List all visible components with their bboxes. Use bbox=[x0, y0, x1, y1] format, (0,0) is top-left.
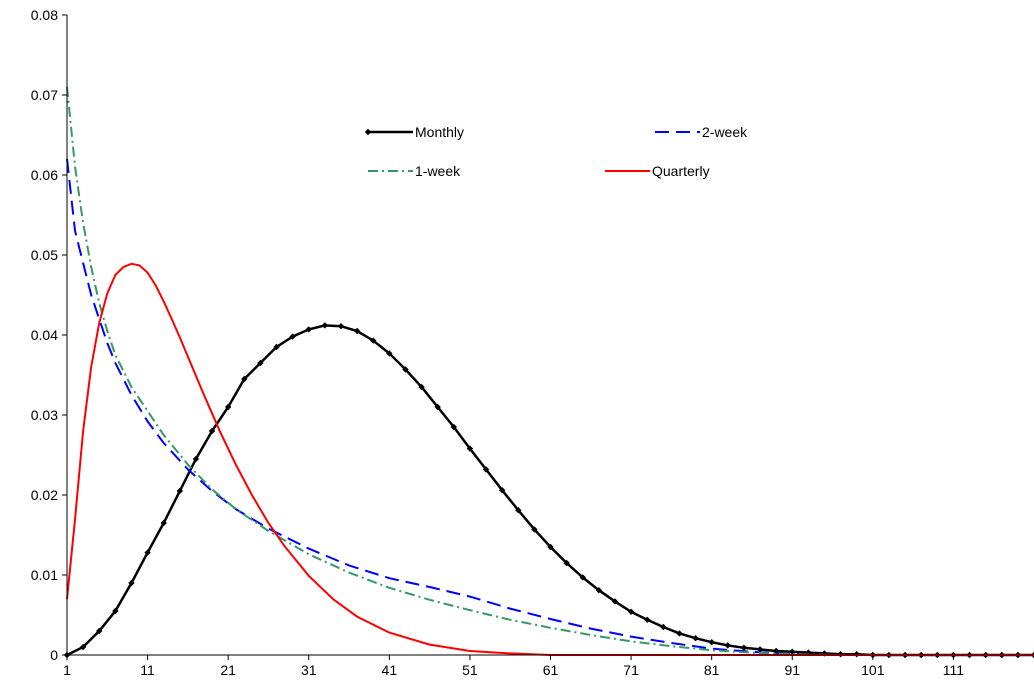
monthly-point bbox=[257, 359, 264, 367]
y-tick-label: 0.02 bbox=[31, 487, 58, 503]
x-tick-label: 41 bbox=[382, 662, 398, 678]
legend-label-1-week: 1-week bbox=[415, 163, 461, 179]
legend: Monthly 2-week 1-week Quarterly bbox=[364, 124, 748, 179]
monthly-point bbox=[805, 649, 812, 656]
series-line-2-week bbox=[66, 158, 1034, 656]
monthly-point bbox=[756, 646, 764, 653]
monthly-point bbox=[515, 507, 522, 514]
y-tick-label: 0.03 bbox=[31, 407, 58, 423]
monthly-point bbox=[208, 427, 216, 435]
monthly-point bbox=[708, 639, 715, 646]
y-tick-label: 0.08 bbox=[31, 7, 58, 23]
x-tick-label: 1 bbox=[63, 662, 71, 678]
monthly-point bbox=[466, 445, 474, 452]
y-tick-label: 0 bbox=[50, 647, 58, 663]
monthly-point bbox=[660, 623, 667, 631]
monthly-point bbox=[353, 327, 361, 335]
monthly-point bbox=[192, 455, 200, 463]
x-tick-label: 111 bbox=[943, 662, 964, 678]
monthly-point bbox=[563, 559, 570, 567]
y-ticks: 0 0.01 0.02 0.03 0.04 0.05 0.06 0.07 0.08 bbox=[31, 7, 67, 663]
monthly-point bbox=[402, 366, 409, 373]
x-tick-label: 81 bbox=[704, 662, 720, 678]
x-tick-label: 71 bbox=[623, 662, 639, 678]
x-tick-label: 101 bbox=[861, 662, 885, 678]
legend-marker-monthly bbox=[364, 128, 372, 136]
monthly-point bbox=[79, 643, 87, 651]
series-line-quarterly bbox=[66, 262, 1034, 656]
monthly-point bbox=[370, 337, 377, 344]
series-layer bbox=[63, 86, 1034, 659]
monthly-point bbox=[128, 579, 135, 587]
x-tick-label: 21 bbox=[220, 662, 236, 678]
monthly-point bbox=[96, 627, 103, 635]
monthly-point bbox=[595, 587, 603, 594]
x-tick-label: 61 bbox=[543, 662, 559, 678]
monthly-point bbox=[418, 383, 425, 391]
monthly-point bbox=[740, 644, 748, 651]
monthly-point bbox=[241, 375, 248, 383]
x-tick-label: 11 bbox=[140, 662, 155, 678]
monthly-point bbox=[321, 322, 329, 329]
legend-label-monthly: Monthly bbox=[415, 124, 464, 140]
y-tick-label: 0.04 bbox=[31, 327, 58, 343]
monthly-point bbox=[386, 350, 393, 357]
monthly-point bbox=[531, 526, 538, 533]
legend-label-2-week: 2-week bbox=[702, 124, 748, 140]
monthly-point bbox=[724, 642, 731, 649]
x-ticks: 1 11 21 31 41 51 61 71 81 91 101 111 bbox=[63, 655, 964, 678]
monthly-point bbox=[676, 630, 683, 637]
axes-layer bbox=[66, 15, 1034, 656]
monthly-point bbox=[224, 403, 232, 411]
monthly-point bbox=[337, 323, 345, 330]
x-tick-label: 51 bbox=[462, 662, 478, 678]
series-line-1-week bbox=[66, 86, 1034, 656]
x-tick-label: 91 bbox=[784, 662, 800, 678]
monthly-point bbox=[627, 608, 635, 615]
monthly-point bbox=[176, 487, 184, 495]
monthly-point bbox=[160, 519, 167, 527]
y-tick-label: 0.07 bbox=[31, 87, 58, 103]
monthly-point bbox=[450, 423, 457, 431]
y-tick-label: 0.01 bbox=[31, 567, 58, 583]
monthly-point bbox=[273, 343, 280, 351]
x-tick-label: 31 bbox=[301, 662, 317, 678]
y-tick-label: 0.06 bbox=[31, 167, 58, 183]
monthly-point bbox=[498, 487, 506, 494]
monthly-point bbox=[112, 607, 119, 615]
monthly-point bbox=[547, 543, 554, 551]
monthly-point bbox=[821, 650, 828, 657]
monthly-point bbox=[289, 333, 296, 340]
monthly-point bbox=[692, 635, 699, 642]
monthly-point bbox=[144, 549, 151, 556]
monthly-point bbox=[611, 598, 619, 605]
monthly-point bbox=[482, 466, 490, 473]
monthly-point bbox=[644, 616, 651, 623]
monthly-point bbox=[579, 574, 586, 581]
y-tick-label: 0.05 bbox=[31, 247, 58, 263]
legend-label-quarterly: Quarterly bbox=[652, 163, 710, 179]
monthly-point bbox=[305, 326, 312, 333]
monthly-point bbox=[434, 403, 441, 411]
